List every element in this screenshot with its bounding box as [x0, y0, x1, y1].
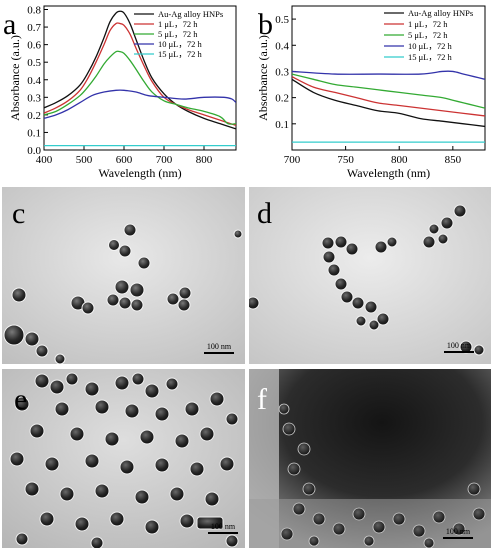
series-line-1 — [44, 22, 236, 127]
y-tick-label: 0.2 — [27, 110, 41, 122]
x-tick-label: 500 — [76, 154, 93, 166]
tem-image-d: d 100 nm — [249, 187, 491, 364]
legend-label-3: 10 μL，72 h — [408, 41, 452, 51]
legend-label-0: Au-Ag alloy HNPs — [158, 9, 223, 19]
chart-b: 700 750 800 850 0.1 0.2 0.3 0.4 0.5 Wavelength (n… — [256, 5, 486, 180]
scale-bar-f-label: 100 nm — [445, 527, 471, 536]
legend-label-4: 15 μL，72 h — [408, 52, 452, 62]
tem-image-c: c 100 nm — [2, 187, 245, 364]
panel-label-f: f — [257, 383, 267, 416]
x-tick-label: 700 — [156, 154, 173, 166]
plot-frame — [291, 5, 486, 151]
legend-label-0: Au-Ag alloy HNPs — [408, 8, 473, 18]
series-line-1 — [292, 76, 485, 117]
tem-image-e-picture — [2, 369, 245, 548]
y-tick-label: 0.5 — [275, 14, 289, 26]
y-axis-label: Absorbance (a.u.) — [256, 35, 270, 121]
legend-label-1: 1 μL，72 h — [408, 19, 448, 29]
panel-label-c: c — [12, 197, 26, 230]
tem-f-particles — [278, 403, 486, 548]
tem-image-f: f 100 nm — [249, 369, 491, 548]
panel-label-a: a — [3, 8, 17, 41]
series-line-2 — [44, 50, 236, 125]
legend-label-1: 1 μL，72 h — [158, 19, 198, 29]
y-tick-label: 0.1 — [275, 119, 289, 131]
x-axis-label: Wavelength (nm) — [98, 166, 181, 180]
scale-bar-e-label: 100 nm — [210, 522, 236, 531]
panel-label-d: d — [257, 197, 272, 230]
series-line-3 — [292, 70, 485, 80]
series-line-3 — [44, 89, 236, 120]
tem-d-particles — [249, 204, 485, 356]
scale-bar-d-line — [444, 351, 474, 353]
y-tick-label: 0.5 — [27, 57, 41, 69]
x-tick-label: 600 — [116, 154, 133, 166]
y-tick-label: 0.0 — [27, 145, 41, 157]
series-line-0 — [44, 10, 236, 130]
legend-label-2: 5 μL，72 h — [158, 29, 198, 39]
tem-e-particles — [9, 372, 239, 548]
plot-frame — [43, 5, 237, 151]
y-tick-label: 0.7 — [27, 22, 41, 34]
y-axis-label: Absorbance (a.u.) — [8, 35, 22, 121]
x-tick-label: 800 — [196, 154, 213, 166]
x-tick-label: 850 — [445, 154, 462, 166]
x-tick-label: 750 — [337, 154, 354, 166]
y-tick-label: 0.6 — [27, 40, 41, 52]
chart-a: 400 500 600 700 800 0.0 0.1 0.2 0.3 0.4 0.5 0.6 0.7 0… — [8, 5, 237, 180]
scale-bar-c-line — [204, 352, 234, 354]
tem-c-particles — [3, 223, 243, 364]
series-line-0 — [292, 78, 485, 128]
legend-label-2: 5 μL，72 h — [408, 30, 448, 40]
chart-a-plot: 400 500 600 700 800 0.0 0.1 0.2 0.3 0.4 0.5 0.6 0.7 0… — [8, 5, 237, 180]
scale-bar-d-label: 100 nm — [446, 341, 472, 350]
y-tick-label: 0.1 — [27, 127, 41, 139]
tem-image-f-picture — [249, 369, 491, 548]
y-tick-label: 0.2 — [275, 93, 289, 105]
y-tick-label: 0.4 — [275, 40, 289, 52]
tem-image-e: e 100 nm — [2, 369, 245, 548]
series-line-2 — [292, 73, 485, 109]
y-tick-label: 0.8 — [27, 5, 41, 17]
legend-label-3: 10 μL，72 h — [158, 39, 202, 49]
scale-bar-e: 100 nm — [208, 522, 238, 534]
scale-bar-c-label: 100 nm — [206, 342, 232, 351]
tem-image-c-picture — [2, 187, 245, 364]
tem-image-d-picture — [249, 187, 491, 364]
x-tick-label: 700 — [284, 154, 301, 166]
x-tick-label: 400 — [36, 154, 53, 166]
y-tick-label: 0.3 — [27, 92, 41, 104]
scale-bar-e-line — [208, 532, 238, 534]
panel-label-b: b — [258, 8, 273, 41]
x-axis-label: Wavelength (nm) — [347, 166, 430, 180]
x-tick-label: 800 — [391, 154, 408, 166]
scale-bar-c: 100 nm — [204, 342, 234, 354]
y-tick-label: 0.3 — [275, 66, 289, 78]
legend-label-4: 15 μL，72 h — [158, 49, 202, 59]
y-tick-label: 0.4 — [27, 75, 41, 87]
chart-b-plot: 700 750 800 850 0.1 0.2 0.3 0.4 0.5 Wavelength (n… — [256, 5, 486, 180]
scale-bar-d: 100 nm — [444, 341, 474, 353]
scale-bar-f-line — [443, 537, 473, 539]
scale-bar-f: 100 nm — [443, 527, 473, 539]
panel-label-e: e — [14, 383, 28, 416]
